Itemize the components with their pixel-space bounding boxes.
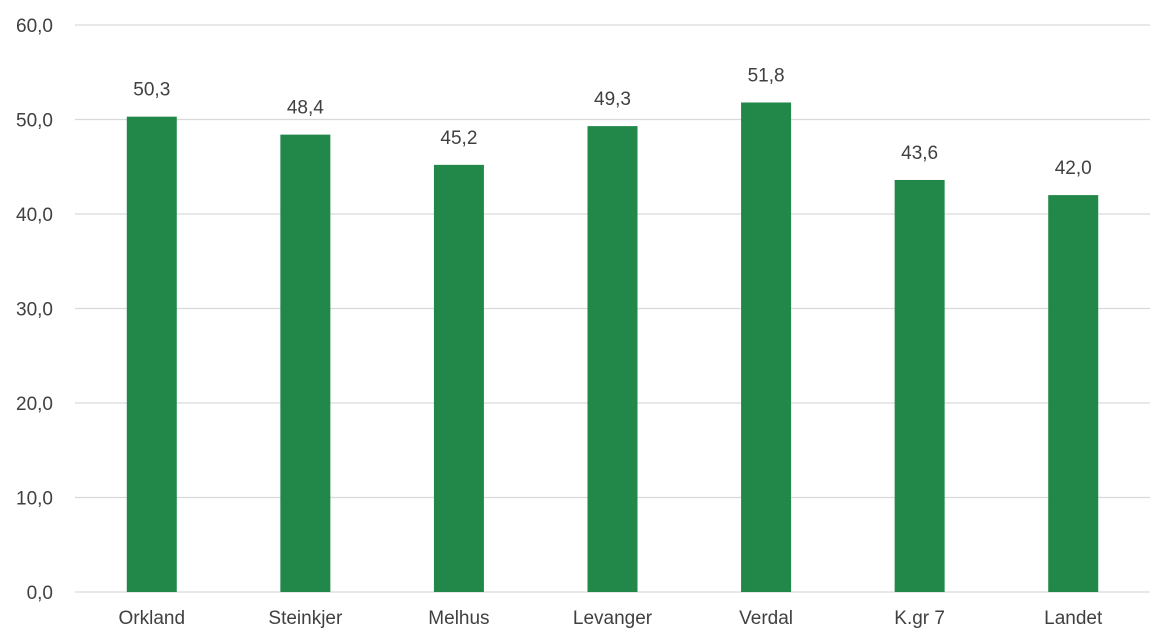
x-category-label: Orkland bbox=[119, 608, 186, 629]
bars bbox=[126, 102, 1099, 593]
x-category-label: Landet bbox=[1044, 608, 1103, 629]
bar bbox=[126, 116, 177, 592]
data-label: 45,2 bbox=[440, 128, 477, 149]
y-tick-label: 20,0 bbox=[16, 394, 53, 415]
bar bbox=[741, 102, 792, 593]
y-tick-label: 50,0 bbox=[16, 111, 53, 132]
data-label: 43,6 bbox=[901, 143, 938, 164]
x-category-label: Melhus bbox=[428, 608, 489, 629]
data-label: 42,0 bbox=[1055, 158, 1092, 179]
x-axis-categories: Orkland Steinkjer Melhus Levanger Verdal K.gr… bbox=[119, 608, 1103, 629]
x-category-label: Steinkjer bbox=[268, 608, 343, 629]
y-tick-label: 10,0 bbox=[16, 489, 53, 510]
data-label: 51,8 bbox=[748, 65, 785, 86]
y-tick-label: 30,0 bbox=[16, 300, 53, 321]
bar bbox=[587, 126, 638, 593]
x-category-label: Verdal bbox=[739, 608, 793, 629]
y-tick-label: 0,0 bbox=[27, 583, 53, 604]
bar bbox=[280, 134, 331, 592]
bar bbox=[1048, 195, 1099, 592]
y-tick-label: 40,0 bbox=[16, 205, 53, 226]
data-label: 49,3 bbox=[594, 89, 631, 110]
data-label: 48,4 bbox=[287, 98, 324, 119]
data-label: 50,3 bbox=[133, 80, 170, 101]
data-labels: 50,3 48,4 45,2 49,3 51,8 43,6 42,0 bbox=[133, 65, 1091, 179]
y-tick-label: 60,0 bbox=[16, 16, 53, 37]
x-category-label: Levanger bbox=[573, 608, 653, 629]
bar bbox=[433, 164, 484, 593]
x-category-label: K.gr 7 bbox=[894, 608, 945, 629]
y-axis-ticks: 0,0 10,0 20,0 30,0 40,0 50,0 60,0 bbox=[16, 16, 53, 604]
bar bbox=[894, 179, 945, 593]
